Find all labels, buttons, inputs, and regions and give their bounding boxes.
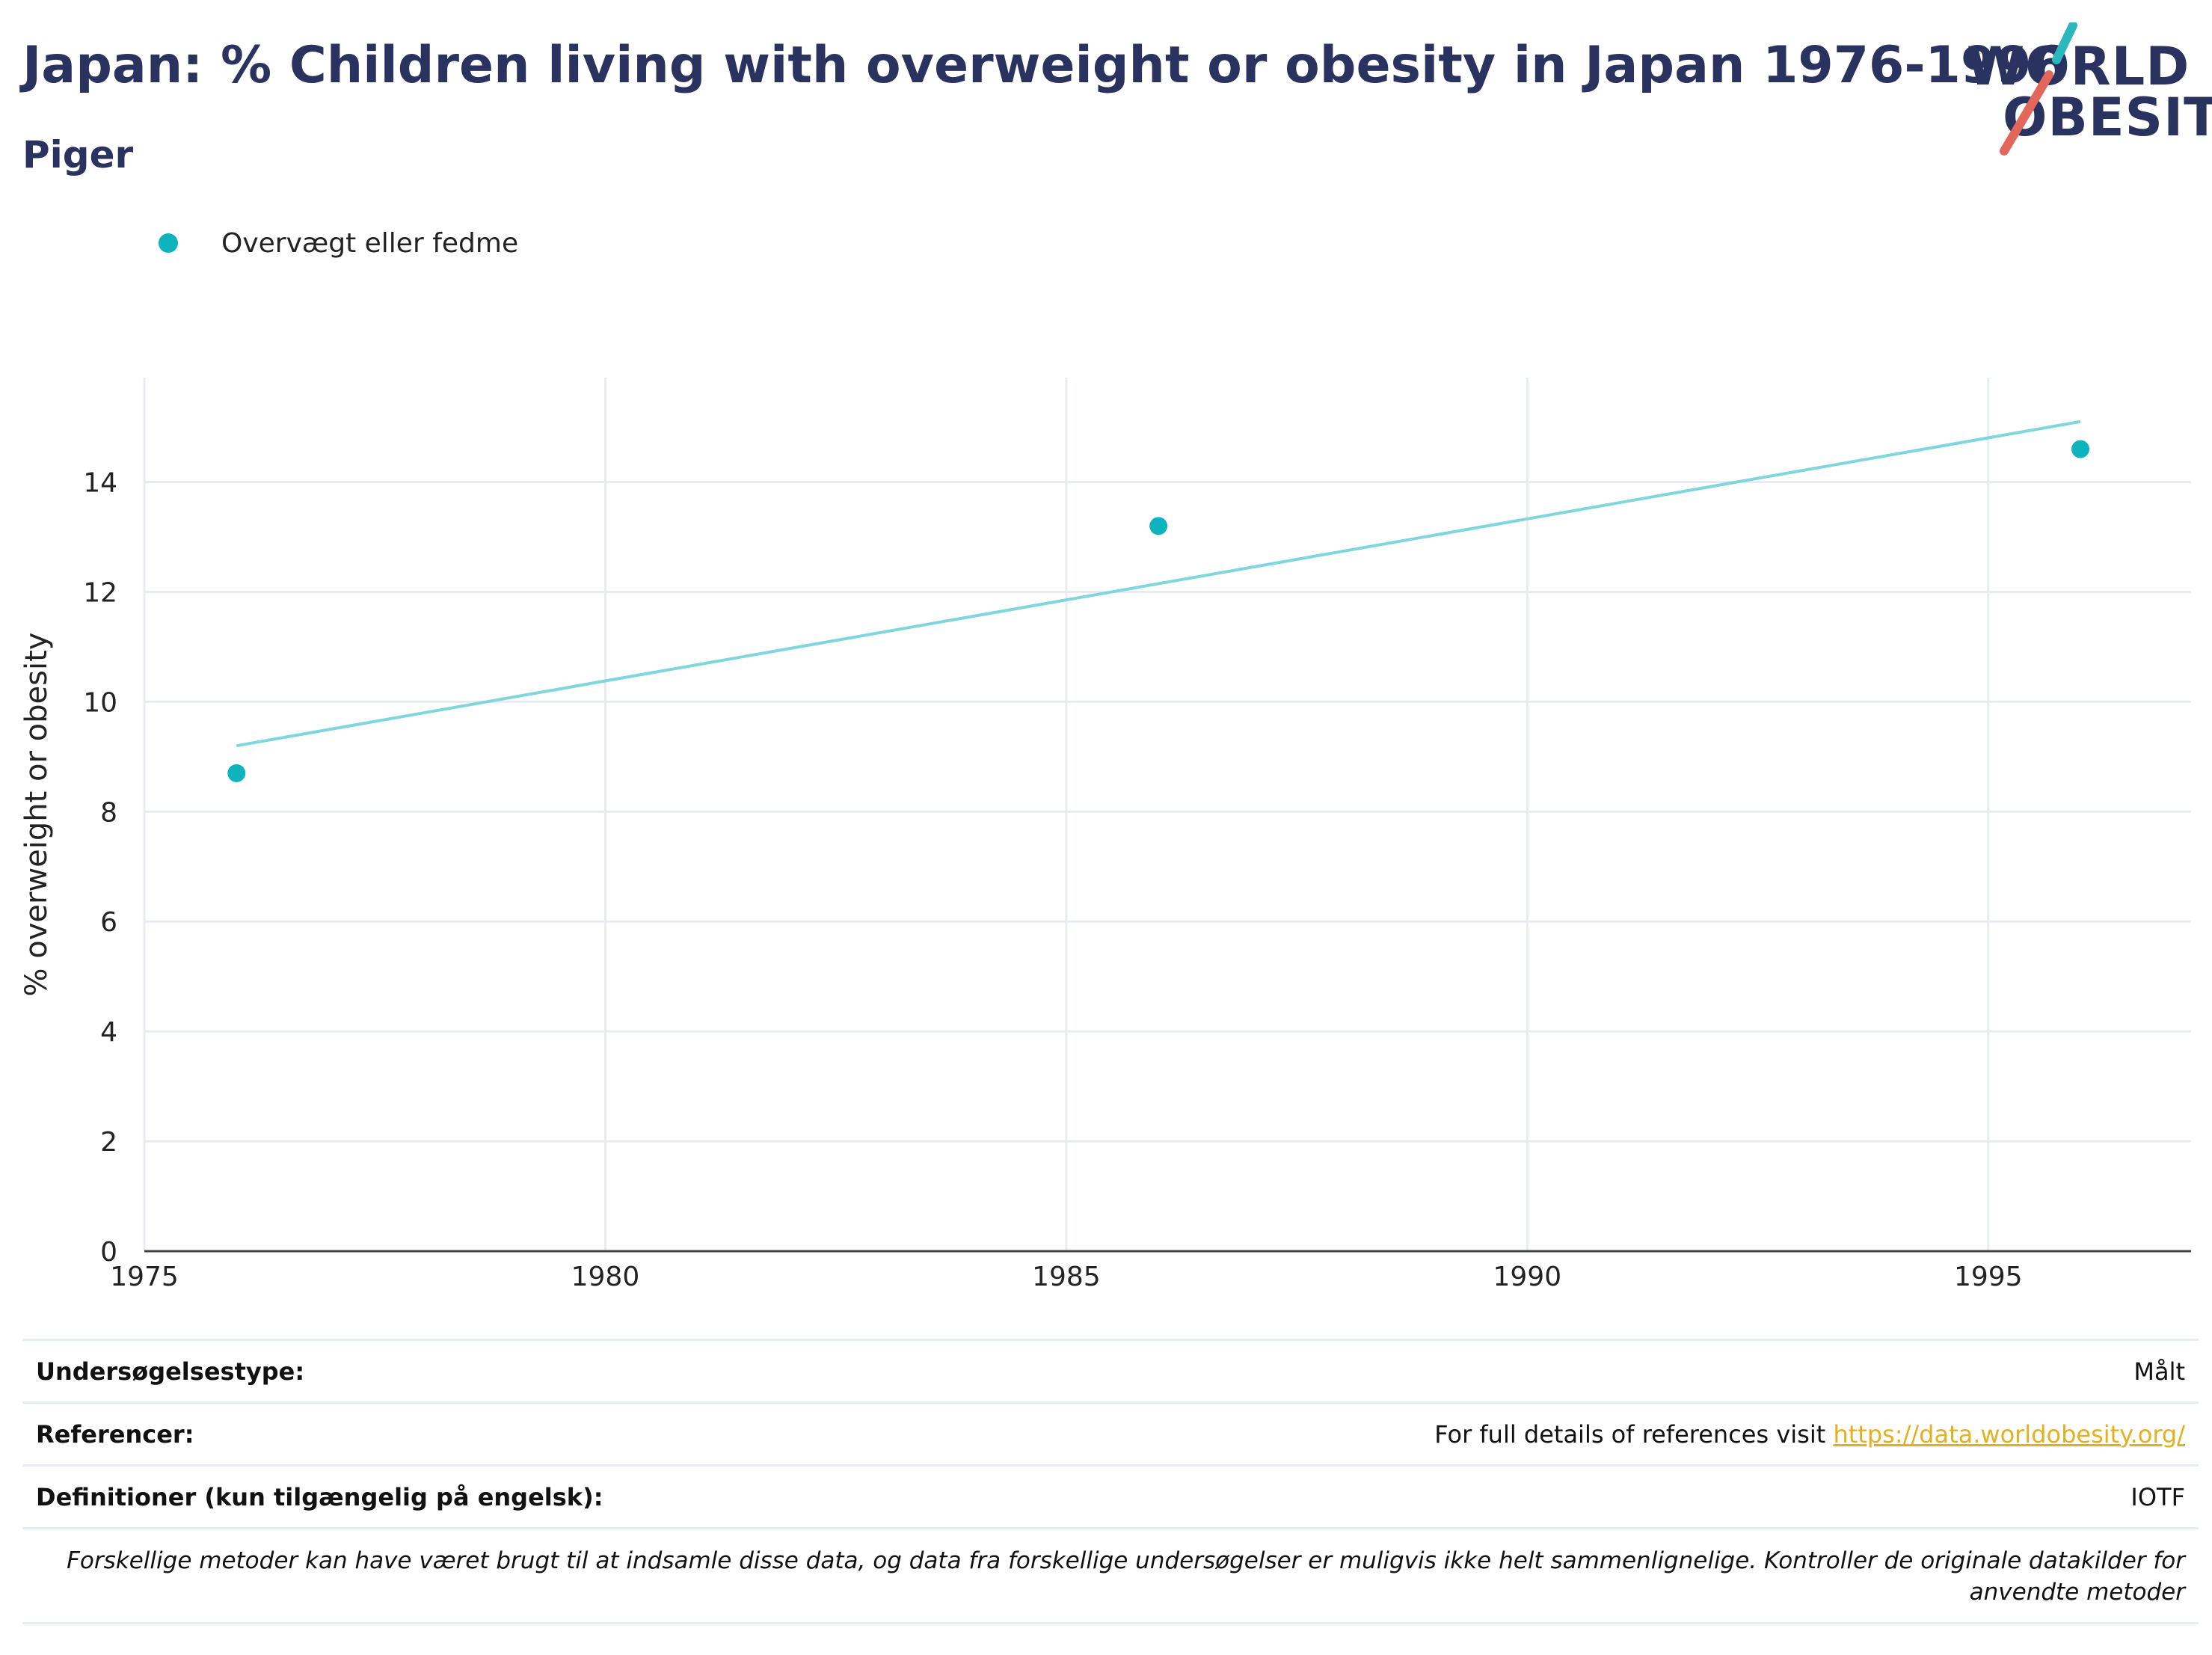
y-tick-label: 4 — [100, 1017, 117, 1048]
references-label: Referencer: — [36, 1419, 194, 1449]
x-tick-label: 1975 — [110, 1262, 179, 1292]
info-row-definitions: Definitioner (kun tilgængelig på engelsk… — [22, 1464, 2199, 1527]
legend-label: Overvægt eller fedme — [221, 227, 519, 259]
page-subtitle: Piger — [22, 133, 134, 176]
x-tick-label: 1995 — [1954, 1262, 2023, 1292]
chart-points — [227, 440, 2090, 782]
info-row-survey-type: Undersøgelsestype: Målt — [22, 1339, 2199, 1401]
trendline — [236, 420, 2081, 748]
logo-word-1: WORLD — [1967, 36, 2190, 97]
definitions-value: IOTF — [2130, 1482, 2185, 1511]
chart-grid — [143, 378, 2191, 1251]
world-obesity-logo: WORLD OBESITY — [1959, 22, 2212, 157]
survey-type-value: Målt — [2133, 1357, 2185, 1386]
logo-slash-icon — [2000, 22, 2077, 156]
references-value: For full details of references visit htt… — [1434, 1420, 2185, 1449]
methods-note-line-1: Forskellige metoder kan have været brugt… — [67, 1547, 2185, 1574]
chart-trendline-layer — [236, 420, 2081, 748]
x-tick-label: 1985 — [1032, 1262, 1101, 1292]
chart-legend[interactable]: Overvægt eller fedme — [159, 227, 518, 260]
references-link[interactable]: https://data.worldobesity.org/ — [1833, 1419, 2185, 1449]
data-point — [227, 764, 246, 782]
legend-marker-icon — [159, 233, 178, 253]
definitions-label: Definitioner (kun tilgængelig på engelsk… — [36, 1482, 603, 1511]
data-point — [1149, 517, 1168, 535]
references-text: For full details of references visit — [1434, 1419, 1834, 1449]
page-title: Japan: % Children living with overweight… — [22, 36, 2067, 95]
y-tick-label: 0 — [100, 1237, 117, 1268]
x-tick-label: 1990 — [1493, 1262, 1562, 1292]
info-row-references: Referencer: For full details of referenc… — [22, 1401, 2199, 1464]
y-tick-label: 10 — [83, 687, 117, 718]
x-tick-label: 1980 — [571, 1262, 640, 1292]
y-tick-label: 14 — [83, 468, 117, 499]
y-tick-label: 8 — [100, 797, 117, 828]
survey-type-label: Undersøgelsestype: — [36, 1357, 305, 1386]
y-tick-label: 6 — [100, 907, 117, 938]
data-point — [2071, 440, 2090, 458]
methods-note: Forskellige metoder kan have været brugt… — [22, 1527, 2199, 1624]
methods-note-line-2: anvendte metoder — [1969, 1578, 2185, 1606]
info-table: Undersøgelsestype: Målt Referencer: For … — [22, 1339, 2199, 1624]
chart-axes: 1975 1980 1985 1990 1995 0 2 4 6 8 10 12 14 — [83, 468, 2191, 1292]
y-axis-label: % overweight or obesity — [19, 633, 54, 997]
y-tick-label: 2 — [100, 1127, 117, 1158]
chart: 1975 1980 1985 1990 1995 0 2 4 6 8 10 12 14 % overwe… — [19, 378, 2191, 1292]
y-tick-label: 12 — [83, 577, 117, 608]
